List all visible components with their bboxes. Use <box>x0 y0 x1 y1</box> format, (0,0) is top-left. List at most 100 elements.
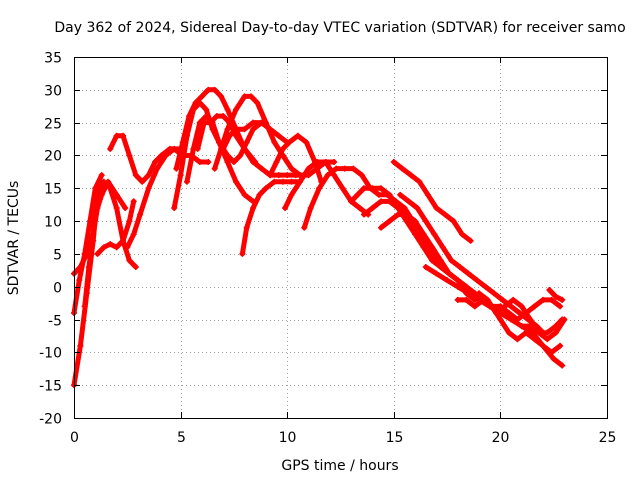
series-arc-9 <box>173 86 259 172</box>
series-arc-2 <box>71 172 105 316</box>
data-point <box>81 303 88 310</box>
data-point <box>113 191 120 198</box>
series-line <box>82 179 128 309</box>
y-tick-label: 10 <box>44 215 62 231</box>
data-point <box>422 218 429 225</box>
series-line <box>184 113 256 204</box>
axis-ticks <box>74 57 608 419</box>
data-point <box>390 159 397 166</box>
data-point <box>439 244 446 251</box>
y-tick-label: -5 <box>48 314 62 330</box>
data-point <box>497 316 504 323</box>
data-point <box>314 159 321 166</box>
data-point <box>473 277 480 284</box>
series-line <box>378 212 478 303</box>
data-point <box>378 198 385 205</box>
data-point <box>493 309 500 316</box>
data-point <box>424 191 431 198</box>
data-point <box>305 165 312 172</box>
data-point <box>224 126 231 133</box>
data-point <box>491 290 498 297</box>
data-point <box>207 119 214 126</box>
y-tick-label: -15 <box>39 379 62 395</box>
data-point <box>241 93 248 100</box>
data-point <box>514 336 521 343</box>
data-point <box>98 172 105 179</box>
data-point <box>356 204 363 211</box>
data-point <box>514 316 521 323</box>
x-tick-label: 20 <box>492 430 510 446</box>
series-line <box>124 146 211 250</box>
data-point <box>126 218 133 225</box>
data-point <box>107 241 114 248</box>
data-point <box>177 172 184 179</box>
data-point <box>446 270 453 277</box>
data-point <box>395 211 402 218</box>
data-point <box>444 277 451 284</box>
data-point <box>275 132 282 139</box>
data-point <box>85 264 92 271</box>
data-point <box>94 250 101 257</box>
data-point <box>378 185 385 192</box>
series-arc-5 <box>94 198 137 257</box>
data-point <box>550 355 557 362</box>
data-point <box>399 165 406 172</box>
data-point <box>441 211 448 218</box>
data-point <box>397 191 404 198</box>
y-tick-label: 0 <box>53 281 62 297</box>
data-point <box>465 290 472 297</box>
data-point <box>559 296 566 303</box>
data-point <box>369 204 376 211</box>
data-point <box>183 178 190 185</box>
grid-lines <box>74 57 607 418</box>
data-point <box>233 126 240 133</box>
data-point <box>90 231 97 238</box>
data-point <box>196 159 203 166</box>
data-point <box>124 244 131 251</box>
data-point <box>540 342 547 349</box>
data-point <box>296 178 303 185</box>
series-arc-27 <box>518 316 566 336</box>
data-point <box>275 172 282 179</box>
data-point <box>544 336 551 343</box>
data-point <box>256 191 263 198</box>
series-line <box>391 159 474 244</box>
y-tick-label: 20 <box>44 149 62 165</box>
data-point <box>267 126 274 133</box>
y-tick-labels: -20 -15 -10 -5 0 5 10 15 20 25 30 35 <box>39 51 62 428</box>
data-point <box>205 159 212 166</box>
series-line <box>71 179 139 388</box>
data-point <box>226 132 233 139</box>
data-point <box>454 277 461 284</box>
data-point <box>230 159 237 166</box>
data-point <box>552 329 559 336</box>
series-line <box>212 93 337 178</box>
data-point <box>194 145 201 152</box>
series-arc-21 <box>390 159 474 244</box>
data-point <box>422 264 429 271</box>
data-point <box>243 224 250 231</box>
data-point <box>360 185 367 192</box>
data-point <box>162 152 169 159</box>
x-tick-label: 15 <box>386 430 404 446</box>
data-point <box>522 329 529 336</box>
data-point <box>546 287 553 294</box>
data-point <box>505 309 512 316</box>
data-point <box>237 152 244 159</box>
series-arc-13 <box>220 119 282 152</box>
data-point <box>100 244 107 251</box>
data-point <box>271 178 278 185</box>
x-tick-label: 25 <box>599 430 617 446</box>
data-point <box>531 303 538 310</box>
data-point <box>407 172 414 179</box>
data-point <box>459 231 466 238</box>
data-point <box>527 316 534 323</box>
y-tick-label: -10 <box>39 346 62 362</box>
data-point <box>518 323 525 330</box>
x-tick-label: 0 <box>70 430 79 446</box>
data-point <box>437 257 444 264</box>
data-point <box>233 106 240 113</box>
data-point <box>552 293 559 300</box>
data-point <box>395 204 402 211</box>
data-point <box>179 139 186 146</box>
